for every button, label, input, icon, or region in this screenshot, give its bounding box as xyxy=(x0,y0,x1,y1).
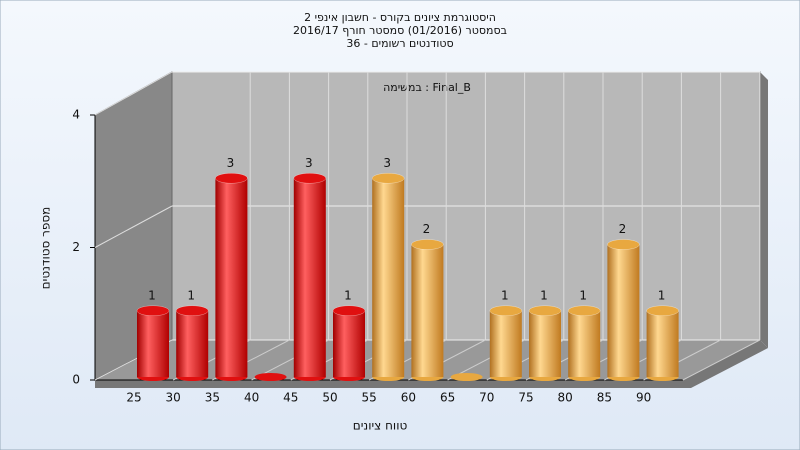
bar xyxy=(372,178,405,377)
bar-base xyxy=(254,373,287,381)
bar-top xyxy=(607,239,640,250)
x-tick-label: 85 xyxy=(597,391,612,405)
x-axis-label: טווח ציונים xyxy=(353,419,408,433)
bar xyxy=(176,310,209,377)
bar xyxy=(137,310,169,377)
bar xyxy=(293,178,326,377)
bar xyxy=(568,310,601,377)
bar xyxy=(529,310,561,377)
x-tick-label: 90 xyxy=(636,391,651,405)
y-tick-label: 2 xyxy=(72,240,80,254)
x-tick-label: 55 xyxy=(362,391,377,405)
grid-line xyxy=(682,339,761,381)
x-tick-label: 35 xyxy=(205,391,220,405)
value-label: 2 xyxy=(619,222,627,236)
value-label: 1 xyxy=(501,288,509,302)
bar-top xyxy=(489,305,523,316)
y-tick-label: 4 xyxy=(72,108,80,122)
bar xyxy=(489,310,522,377)
value-label: 3 xyxy=(227,156,235,170)
bar xyxy=(646,310,679,377)
value-label: 1 xyxy=(579,288,587,302)
x-tick-label: 50 xyxy=(322,391,337,405)
bar-top xyxy=(528,305,562,316)
bar-top xyxy=(293,173,327,184)
value-label: 1 xyxy=(344,288,352,302)
bar-top xyxy=(175,305,209,316)
bar-top xyxy=(332,305,366,316)
x-tick-label: 80 xyxy=(558,391,573,405)
x-tick-label: 25 xyxy=(126,391,141,405)
x-tick-label: 30 xyxy=(166,391,181,405)
value-label: 1 xyxy=(187,288,195,302)
bar-top xyxy=(215,173,248,184)
x-tick-label: 60 xyxy=(401,391,416,405)
bar-top xyxy=(411,239,444,250)
titles: היסטוגרמת ציונים בקורס - חשבון אינפי 2 ב… xyxy=(293,11,507,50)
bar xyxy=(215,178,248,377)
bar-top xyxy=(136,305,170,316)
wall-edge xyxy=(760,72,768,348)
subtitle: במשימה : Final_B xyxy=(383,81,471,94)
bar-top xyxy=(371,173,405,184)
x-tick-label: 75 xyxy=(518,391,533,405)
bar xyxy=(607,244,640,377)
y-tick-label: 0 xyxy=(72,373,80,387)
value-label: 1 xyxy=(148,288,156,302)
bar-top xyxy=(646,305,679,316)
value-label: 3 xyxy=(305,156,313,170)
title-line: היסטוגרמת ציונים בקורס - חשבון אינפי 2 xyxy=(304,11,496,24)
x-tick-label: 45 xyxy=(283,391,298,405)
value-label: 1 xyxy=(540,288,548,302)
value-label: 3 xyxy=(383,156,391,170)
grid-line xyxy=(94,71,173,116)
grid-line xyxy=(94,205,173,248)
title-line: בסמסטר (01/2016) סמסטר חורף 2016/17 xyxy=(293,24,507,37)
title-line: סטודנטים רשומים - 36 xyxy=(346,37,453,50)
bar xyxy=(333,310,365,377)
x-tick-label: 40 xyxy=(244,391,259,405)
bar xyxy=(411,244,444,377)
value-label: 1 xyxy=(658,288,666,302)
x-tick-label: 65 xyxy=(440,391,455,405)
floor-edge xyxy=(95,340,768,388)
value-label: 2 xyxy=(423,222,431,236)
y-axis-label: מספר סטודנטים xyxy=(39,207,53,290)
bar-base xyxy=(450,373,483,381)
x-tick-label: 70 xyxy=(479,391,494,405)
bar-top xyxy=(567,305,601,316)
